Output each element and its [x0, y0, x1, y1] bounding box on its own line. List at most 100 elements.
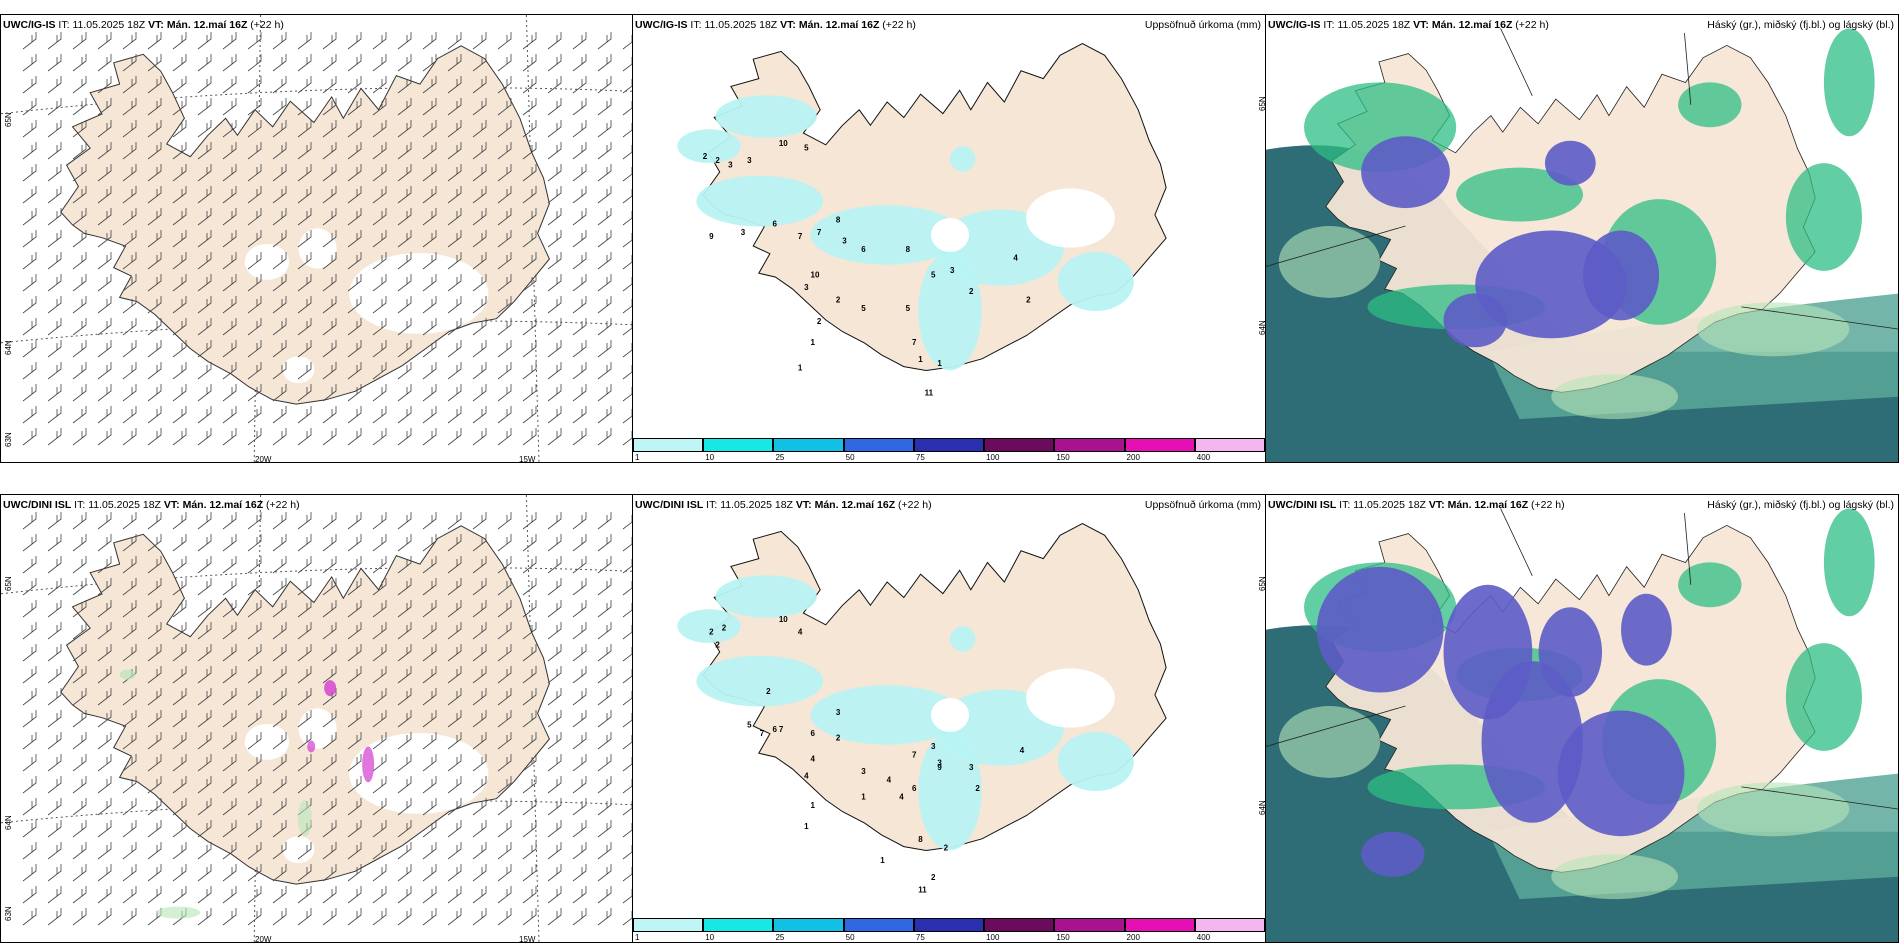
wind-barb — [372, 886, 387, 904]
mid-cloud — [1538, 607, 1603, 698]
wind-barb — [197, 54, 212, 72]
precip-point-label: 3 — [937, 759, 942, 768]
wind-barb — [447, 798, 462, 816]
colorbar-swatch — [703, 438, 774, 452]
wind-barb — [197, 164, 212, 182]
cloud-panel-bottom: UWC/DINI ISL IT: 11.05.2025 18Z VT: Mán.… — [1265, 494, 1899, 943]
wind-barb — [272, 252, 287, 270]
wind-barb — [347, 534, 362, 552]
wind-barb — [122, 32, 137, 50]
wind-barb — [272, 644, 287, 662]
wind-barb — [272, 384, 287, 402]
wind-barb — [147, 820, 162, 838]
wind-barb — [522, 578, 537, 596]
vt-label: VT: — [1428, 499, 1445, 511]
wind-barb — [297, 428, 312, 446]
wind-barb — [297, 754, 312, 772]
wind-barb — [72, 296, 87, 314]
wind-barb — [447, 428, 462, 446]
wind-barb — [22, 644, 37, 662]
wind-barb — [222, 732, 237, 750]
wind-barb — [472, 600, 487, 618]
convective-cell — [362, 746, 375, 783]
wind-barb — [372, 798, 387, 816]
mid-cloud — [1481, 661, 1583, 823]
wind-barb — [197, 842, 212, 860]
colorbar-tick-label: 10 — [705, 453, 715, 462]
wind-barb — [147, 886, 162, 904]
wind-barb — [572, 886, 587, 904]
wind-barb — [372, 296, 387, 314]
wind-barb — [72, 186, 87, 204]
wind-barb — [372, 54, 387, 72]
map-title: Uppsöfnuð úrkoma (mm) — [1144, 19, 1261, 31]
wind-barb — [247, 32, 262, 50]
wind-barb — [572, 164, 587, 182]
wind-barb — [622, 211, 632, 226]
wind-barb — [47, 908, 62, 926]
precip-point-label: 2 — [722, 623, 727, 632]
wind-barb — [122, 230, 137, 248]
wind-barb — [572, 406, 587, 424]
wind-barb — [447, 340, 462, 358]
wind-barb — [47, 296, 62, 314]
wind-barb — [572, 776, 587, 794]
wind-barb — [22, 186, 37, 204]
wind-barb — [222, 318, 237, 336]
wind-barb — [122, 556, 137, 574]
wind-barb — [572, 120, 587, 138]
glacier — [349, 732, 489, 814]
wind-barb — [222, 384, 237, 402]
wind-barb — [72, 776, 87, 794]
precip-point-label: 4 — [804, 771, 809, 780]
wind-barb — [422, 512, 437, 530]
wind-barb — [622, 713, 632, 728]
wind-barb — [97, 164, 112, 182]
precip-point-label: 3 — [804, 283, 809, 292]
wind-barb — [372, 384, 387, 402]
wind-barb — [372, 578, 387, 596]
wind-barb — [222, 820, 237, 838]
wind-barb — [322, 186, 337, 204]
wind-barb — [197, 578, 212, 596]
wind-barb — [422, 710, 437, 728]
wind-barb — [522, 428, 537, 446]
wind-barb — [397, 688, 412, 706]
high-cloud — [1785, 643, 1862, 751]
precip-point-label: 6 — [912, 784, 917, 793]
vt-value: Mán. 12.maí 16Z — [814, 499, 896, 511]
wind-barb — [422, 556, 437, 574]
wind-barb — [397, 578, 412, 596]
wind-barb — [497, 76, 512, 94]
wind-barb — [47, 406, 62, 424]
wind-barb — [422, 534, 437, 552]
wind-barb — [447, 886, 462, 904]
wind-barb — [247, 556, 262, 574]
precip-point-label: 2 — [1026, 296, 1031, 305]
wind-barb — [247, 340, 262, 358]
model-name: UWC/IG-IS — [3, 19, 56, 31]
wind-barb — [47, 710, 62, 728]
wind-barb — [97, 864, 112, 882]
wind-barb — [347, 754, 362, 772]
colorbar-tick-label: 50 — [845, 453, 855, 462]
wind-barb — [547, 754, 562, 772]
wind-barb — [322, 644, 337, 662]
wind-barb — [297, 688, 312, 706]
wind-barb — [172, 318, 187, 336]
wind-barb — [397, 252, 412, 270]
wind-barb — [522, 384, 537, 402]
precip-point-label: 10 — [779, 615, 788, 624]
wind-barb — [347, 318, 362, 336]
wind-barb — [547, 296, 562, 314]
wind-barb — [347, 274, 362, 292]
wind-barb — [497, 622, 512, 640]
wind-barb — [472, 406, 487, 424]
wind-barb — [97, 820, 112, 838]
wind-barb — [322, 76, 337, 94]
wind-barb — [297, 274, 312, 292]
wind-barb — [197, 428, 212, 446]
wind-barb — [372, 754, 387, 772]
wind-barb — [47, 98, 62, 116]
vt-value: Mán. 12.maí 16Z — [1431, 19, 1513, 31]
